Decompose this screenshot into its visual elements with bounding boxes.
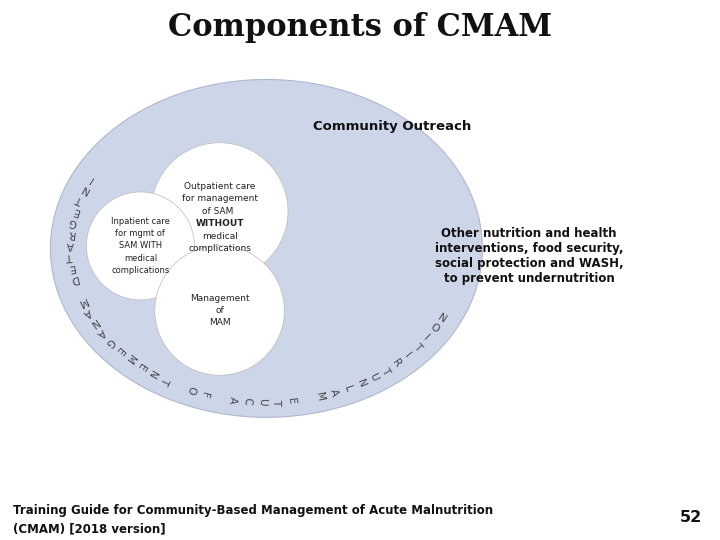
Text: L: L xyxy=(342,384,354,393)
Text: U: U xyxy=(367,372,379,383)
Text: Community Outreach: Community Outreach xyxy=(313,120,472,133)
Text: M: M xyxy=(314,391,326,402)
Text: I: I xyxy=(87,173,95,184)
Text: (CMAM) [2018 version]: (CMAM) [2018 version] xyxy=(13,522,166,535)
Ellipse shape xyxy=(50,79,482,417)
Text: U: U xyxy=(257,398,267,406)
Text: Outpatient care: Outpatient care xyxy=(184,181,256,191)
Text: G: G xyxy=(68,217,78,228)
Text: T: T xyxy=(379,366,392,376)
Text: for mgmt of: for mgmt of xyxy=(115,229,166,238)
Text: N: N xyxy=(436,312,448,325)
Text: A: A xyxy=(66,240,73,250)
Text: E: E xyxy=(114,345,125,356)
Text: Other nutrition and health
interventions, food security,
social protection and W: Other nutrition and health interventions… xyxy=(435,227,624,285)
Text: N: N xyxy=(88,316,100,328)
Text: N: N xyxy=(146,368,158,379)
Text: WITHOUT: WITHOUT xyxy=(195,219,244,228)
Text: N: N xyxy=(79,183,91,195)
Text: E: E xyxy=(135,361,146,372)
Text: A: A xyxy=(82,306,93,318)
Text: D: D xyxy=(68,273,79,285)
Text: T: T xyxy=(271,399,282,405)
Ellipse shape xyxy=(86,192,194,300)
Text: for management: for management xyxy=(181,194,258,203)
Text: T: T xyxy=(67,251,73,262)
Text: O: O xyxy=(184,384,197,396)
Text: R: R xyxy=(391,357,403,369)
Text: MAM: MAM xyxy=(209,319,230,327)
Text: of SAM: of SAM xyxy=(202,207,237,215)
Text: A: A xyxy=(228,396,238,404)
Text: Inpatient care: Inpatient care xyxy=(111,217,170,226)
Text: Training Guide for Community-Based Management of Acute Malnutrition: Training Guide for Community-Based Manag… xyxy=(13,504,493,517)
Text: 52: 52 xyxy=(680,510,702,524)
Text: SAM WITH: SAM WITH xyxy=(119,241,162,251)
Text: complications: complications xyxy=(112,266,169,275)
Text: I: I xyxy=(402,351,413,360)
Text: complications: complications xyxy=(188,244,251,253)
Text: medical: medical xyxy=(202,232,238,241)
Text: O: O xyxy=(428,322,441,335)
Text: E: E xyxy=(68,262,76,273)
Text: F: F xyxy=(199,390,210,399)
Text: C: C xyxy=(242,397,253,406)
Text: N: N xyxy=(355,377,367,389)
Text: T: T xyxy=(158,375,170,384)
Text: Management: Management xyxy=(190,294,249,302)
Text: G: G xyxy=(104,335,117,348)
Text: medical: medical xyxy=(124,254,157,263)
Text: T: T xyxy=(75,194,85,206)
Text: A: A xyxy=(96,326,107,338)
Text: Components of CMAM: Components of CMAM xyxy=(168,12,552,43)
Text: E: E xyxy=(71,205,81,217)
Ellipse shape xyxy=(155,246,284,375)
Text: T: T xyxy=(412,341,423,353)
Ellipse shape xyxy=(151,143,288,280)
Text: E: E xyxy=(286,397,297,404)
Text: M: M xyxy=(76,295,88,308)
Text: M: M xyxy=(123,352,136,365)
Text: A: A xyxy=(328,388,340,397)
Text: R: R xyxy=(67,228,75,239)
Text: I: I xyxy=(422,333,431,342)
Text: of: of xyxy=(215,306,224,315)
